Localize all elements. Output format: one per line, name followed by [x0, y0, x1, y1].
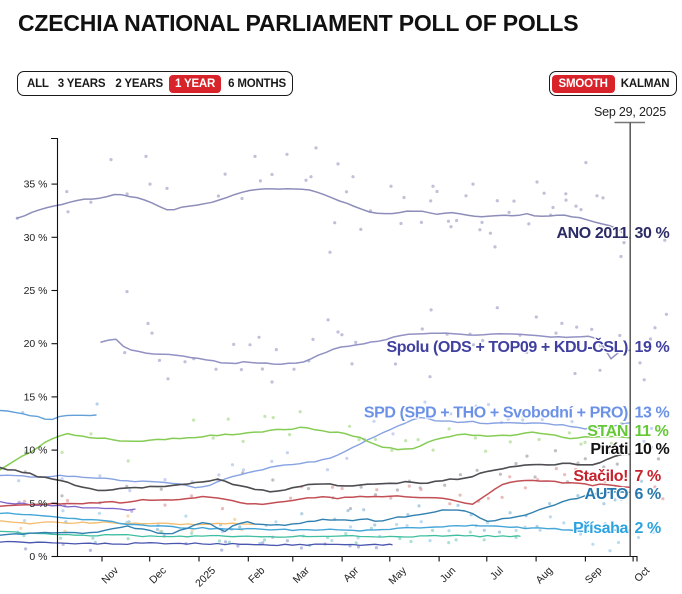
svg-text:30 %: 30 %	[635, 225, 670, 242]
svg-text:5 %: 5 %	[29, 498, 47, 510]
svg-text:35 %: 35 %	[24, 179, 48, 191]
svg-text:2 %: 2 %	[635, 520, 662, 537]
svg-text:Oct: Oct	[632, 565, 652, 585]
svg-text:Jun: Jun	[438, 565, 459, 586]
svg-text:Feb: Feb	[246, 565, 267, 586]
svg-text:Spolu (ODS + TOP09 + KDU-ČSL): Spolu (ODS + TOP09 + KDU-ČSL)	[387, 337, 629, 356]
svg-text:11 %: 11 %	[635, 423, 669, 440]
svg-text:AUTO: AUTO	[585, 486, 628, 503]
svg-text:Piráti: Piráti	[590, 441, 628, 458]
svg-text:Aug: Aug	[534, 565, 556, 587]
svg-text:19 %: 19 %	[635, 339, 670, 356]
svg-text:May: May	[386, 564, 409, 587]
svg-text:ANO 2011: ANO 2011	[556, 225, 628, 242]
svg-text:20 %: 20 %	[24, 338, 48, 350]
svg-text:STAN: STAN	[587, 423, 628, 440]
svg-text:30 %: 30 %	[24, 232, 48, 244]
svg-text:Přísaha: Přísaha	[573, 520, 629, 537]
svg-text:2025: 2025	[193, 565, 218, 590]
svg-text:Nov: Nov	[99, 564, 121, 586]
svg-text:25 %: 25 %	[24, 285, 48, 297]
svg-text:Apr: Apr	[341, 564, 361, 584]
svg-text:13 %: 13 %	[635, 405, 670, 422]
svg-text:SPD (SPD + THO + Svobodní + PR: SPD (SPD + THO + Svobodní + PRO)	[364, 405, 628, 422]
svg-text:0 %: 0 %	[29, 551, 47, 563]
svg-text:10 %: 10 %	[635, 441, 670, 458]
svg-text:10 %: 10 %	[24, 445, 48, 457]
svg-text:15 %: 15 %	[24, 391, 48, 403]
svg-text:7 %: 7 %	[635, 468, 662, 485]
svg-text:Dec: Dec	[147, 565, 169, 587]
svg-text:Stačilo!: Stačilo!	[573, 468, 628, 485]
svg-text:6 %: 6 %	[635, 486, 662, 503]
svg-text:Mar: Mar	[291, 564, 313, 586]
svg-text:Jul: Jul	[488, 565, 506, 583]
svg-text:Sep: Sep	[583, 565, 605, 587]
